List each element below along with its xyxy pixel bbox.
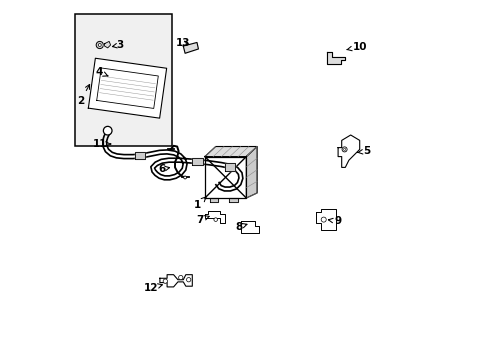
Polygon shape xyxy=(204,211,224,223)
Circle shape xyxy=(183,176,186,179)
Circle shape xyxy=(103,126,112,135)
Text: 12: 12 xyxy=(143,283,162,293)
Circle shape xyxy=(186,278,190,282)
Bar xyxy=(75,14,172,146)
Text: 13: 13 xyxy=(176,38,190,48)
Circle shape xyxy=(96,41,103,49)
Text: 8: 8 xyxy=(235,222,246,232)
Text: 5: 5 xyxy=(357,146,370,156)
Circle shape xyxy=(343,148,345,150)
Text: 3: 3 xyxy=(112,40,123,50)
Polygon shape xyxy=(209,198,218,202)
Circle shape xyxy=(178,275,183,280)
Polygon shape xyxy=(224,163,235,171)
Text: 6: 6 xyxy=(158,164,169,174)
Polygon shape xyxy=(204,147,257,157)
Polygon shape xyxy=(337,135,359,167)
Polygon shape xyxy=(183,42,198,53)
Text: 1: 1 xyxy=(194,197,206,210)
Text: 7: 7 xyxy=(195,215,209,225)
Text: 2: 2 xyxy=(77,85,89,106)
Polygon shape xyxy=(229,198,238,202)
Polygon shape xyxy=(192,158,203,165)
Polygon shape xyxy=(246,147,257,198)
Text: 4: 4 xyxy=(95,67,108,77)
Circle shape xyxy=(213,218,217,221)
Polygon shape xyxy=(241,221,258,233)
Circle shape xyxy=(342,147,346,152)
Polygon shape xyxy=(160,275,192,287)
Polygon shape xyxy=(134,152,145,159)
Polygon shape xyxy=(104,41,110,48)
Polygon shape xyxy=(326,52,345,64)
Text: 11: 11 xyxy=(93,139,110,149)
Text: 9: 9 xyxy=(328,216,341,226)
Polygon shape xyxy=(204,157,246,198)
Polygon shape xyxy=(316,209,336,230)
Circle shape xyxy=(98,44,101,46)
Circle shape xyxy=(321,217,325,222)
Circle shape xyxy=(163,279,167,283)
Text: 10: 10 xyxy=(346,42,366,52)
Polygon shape xyxy=(88,58,166,118)
